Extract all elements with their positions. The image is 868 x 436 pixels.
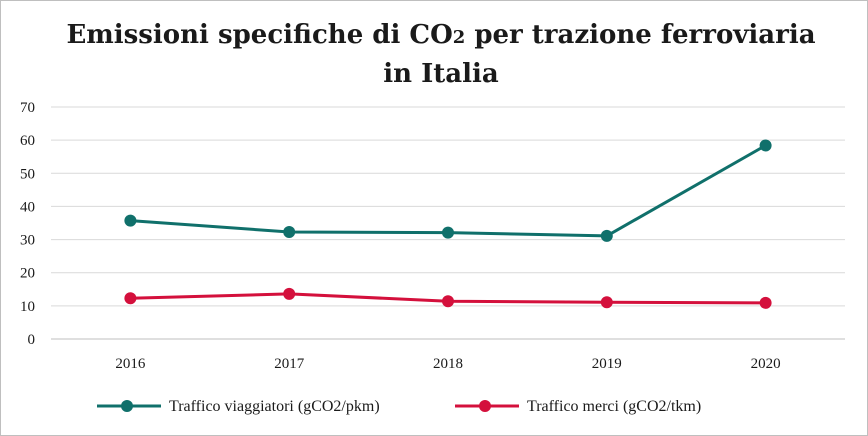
y-tick-label: 70 [20, 100, 35, 116]
data-point [600, 296, 613, 309]
y-tick-label: 10 [20, 299, 35, 315]
data-point [442, 226, 454, 239]
x-tick-label: 2016 [115, 356, 146, 372]
chart-title-main: Emissioni specifiche di CO [66, 20, 453, 50]
data-point [283, 287, 296, 300]
data-point [442, 295, 454, 308]
x-tick-label: 2017 [274, 356, 305, 372]
data-point [759, 296, 772, 309]
series-line [130, 144, 767, 238]
data-point [283, 225, 296, 238]
chart-title-rest: per trazione ferroviaria in Italia [383, 20, 816, 89]
legend-marker [479, 400, 491, 412]
y-tick-label: 0 [28, 332, 36, 348]
x-tick-label: 2018 [433, 356, 463, 372]
data-point [124, 292, 137, 305]
data-point [759, 139, 772, 152]
legend-label: Traffico viaggiatori (gCO2/pkm) [169, 398, 380, 415]
legend-label: Traffico merci (gCO2/tkm) [527, 398, 701, 415]
legend-marker [121, 400, 133, 412]
data-point [124, 214, 137, 227]
x-tick-label: 2019 [592, 356, 622, 372]
y-tick-label: 30 [20, 233, 35, 249]
x-tick-label: 2020 [751, 356, 781, 372]
chart-title-subscript: 2 [452, 27, 466, 48]
y-tick-label: 20 [20, 266, 35, 282]
y-tick-label: 50 [20, 166, 35, 182]
chart-title: Emissioni specifiche di CO2 per trazione… [61, 17, 821, 92]
y-tick-label: 60 [20, 133, 35, 149]
y-tick-label: 40 [20, 199, 35, 215]
data-point [600, 229, 613, 242]
